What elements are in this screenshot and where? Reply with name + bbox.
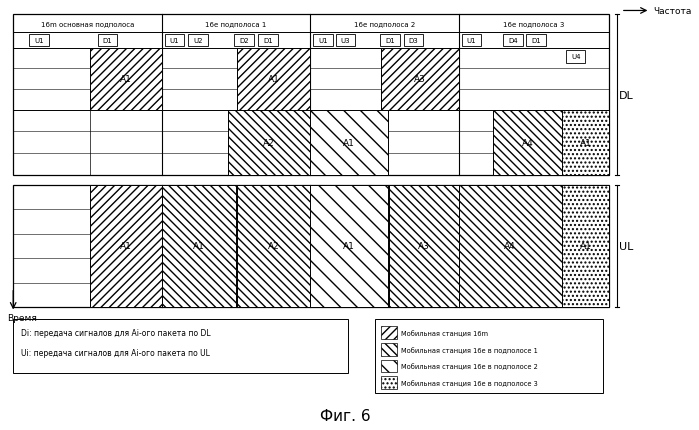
Text: U2: U2 bbox=[194, 38, 203, 44]
Bar bbox=[313, 34, 333, 47]
Text: A1: A1 bbox=[343, 242, 355, 251]
Text: 16m основная подполоса: 16m основная подполоса bbox=[41, 21, 134, 27]
Bar bbox=[381, 49, 459, 111]
Text: A2: A2 bbox=[263, 138, 275, 147]
Bar bbox=[13, 319, 347, 373]
Bar bbox=[493, 111, 562, 175]
Text: A3: A3 bbox=[414, 75, 426, 84]
Text: A4: A4 bbox=[521, 138, 533, 147]
Text: A3: A3 bbox=[418, 242, 430, 251]
Text: DL: DL bbox=[619, 90, 633, 100]
Text: A4: A4 bbox=[505, 242, 516, 251]
Bar bbox=[164, 34, 185, 47]
Text: D1: D1 bbox=[531, 38, 541, 44]
Bar bbox=[228, 111, 310, 175]
Bar bbox=[238, 49, 310, 111]
Text: Мобильная станция 16е в подполосе 3: Мобильная станция 16е в подполосе 3 bbox=[401, 379, 538, 386]
Bar bbox=[403, 34, 423, 47]
Text: A1: A1 bbox=[579, 138, 591, 147]
Bar bbox=[13, 185, 609, 308]
Text: Ui: передача сигналов для Ai-ого пакета по UL: Ui: передача сигналов для Ai-ого пакета … bbox=[21, 348, 210, 357]
Bar bbox=[562, 111, 609, 175]
Bar bbox=[375, 319, 603, 393]
Text: 16е подполоса 3: 16е подполоса 3 bbox=[503, 21, 565, 27]
Text: U1: U1 bbox=[467, 38, 476, 44]
Text: A1: A1 bbox=[268, 75, 280, 84]
Text: A1: A1 bbox=[343, 138, 355, 147]
Bar bbox=[90, 49, 161, 111]
Text: Фиг. 6: Фиг. 6 bbox=[320, 408, 371, 423]
Text: Частота: Частота bbox=[654, 7, 692, 16]
Bar bbox=[310, 185, 388, 308]
Bar bbox=[310, 111, 388, 175]
Bar bbox=[381, 343, 396, 356]
Text: A2: A2 bbox=[268, 242, 280, 251]
Text: A1: A1 bbox=[193, 242, 205, 251]
Bar bbox=[526, 34, 546, 47]
Text: Мобильная станция 16m: Мобильная станция 16m bbox=[401, 329, 488, 336]
Text: D1: D1 bbox=[103, 38, 113, 44]
Bar bbox=[389, 185, 459, 308]
Bar bbox=[336, 34, 355, 47]
Text: D4: D4 bbox=[508, 38, 517, 44]
Bar bbox=[234, 34, 254, 47]
Bar bbox=[98, 34, 117, 47]
Text: D1: D1 bbox=[263, 38, 273, 44]
Text: A1: A1 bbox=[120, 242, 131, 251]
Text: UL: UL bbox=[619, 241, 633, 252]
Bar bbox=[381, 326, 396, 339]
Text: Di: передача сигналов для Ai-ого пакета по DL: Di: передача сигналов для Ai-ого пакета … bbox=[21, 329, 210, 338]
Bar bbox=[13, 15, 609, 175]
Bar bbox=[188, 34, 208, 47]
Bar bbox=[459, 185, 562, 308]
Bar bbox=[565, 51, 586, 64]
Text: D1: D1 bbox=[385, 38, 395, 44]
Bar bbox=[161, 185, 236, 308]
Bar bbox=[238, 185, 310, 308]
Text: U4: U4 bbox=[571, 54, 580, 60]
Text: Мобильная станция 16е в подполосе 1: Мобильная станция 16е в подполосе 1 bbox=[401, 346, 538, 353]
Bar bbox=[461, 34, 481, 47]
Text: Мобильная станция 16е в подполосе 2: Мобильная станция 16е в подполосе 2 bbox=[401, 362, 538, 369]
Bar bbox=[90, 185, 161, 308]
Text: A1: A1 bbox=[579, 242, 591, 251]
Text: D3: D3 bbox=[408, 38, 418, 44]
Text: U1: U1 bbox=[170, 38, 179, 44]
Bar bbox=[380, 34, 400, 47]
Text: D2: D2 bbox=[240, 38, 249, 44]
Text: U3: U3 bbox=[340, 38, 350, 44]
Text: U1: U1 bbox=[34, 38, 43, 44]
Text: A1: A1 bbox=[120, 75, 131, 84]
Bar bbox=[258, 34, 278, 47]
Text: 16е подполоса 1: 16е подполоса 1 bbox=[206, 21, 266, 27]
Text: 16е подполоса 2: 16е подполоса 2 bbox=[354, 21, 415, 27]
Bar bbox=[381, 376, 396, 389]
Bar bbox=[29, 34, 49, 47]
Text: U1: U1 bbox=[318, 38, 328, 44]
Bar bbox=[381, 360, 396, 372]
Bar bbox=[503, 34, 523, 47]
Bar bbox=[562, 185, 609, 308]
Text: Время: Время bbox=[7, 313, 37, 322]
